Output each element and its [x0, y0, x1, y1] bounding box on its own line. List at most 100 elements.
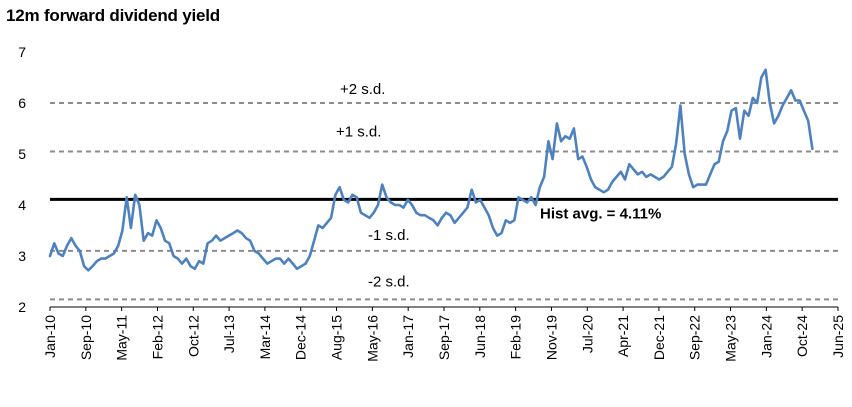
- data-point: [709, 174, 711, 176]
- data-point: [744, 110, 746, 112]
- data-point: [641, 171, 643, 173]
- data-point: [654, 176, 656, 178]
- data-point: [778, 115, 780, 117]
- data-point: [318, 225, 320, 227]
- data-point: [390, 202, 392, 204]
- data-point: [173, 255, 175, 257]
- data-point: [75, 245, 77, 247]
- x-tick-label: Feb-19: [508, 315, 524, 360]
- data-point: [224, 237, 226, 239]
- data-point: [650, 174, 652, 176]
- data-point: [739, 138, 741, 140]
- data-point: [688, 174, 690, 176]
- series-layer: [48, 68, 814, 272]
- data-point: [663, 176, 665, 178]
- data-point: [735, 107, 737, 109]
- data-point: [582, 156, 584, 158]
- data-point: [428, 217, 430, 219]
- x-tick-label: Apr-21: [615, 315, 631, 357]
- data-point: [151, 235, 153, 237]
- data-point: [271, 260, 273, 262]
- data-point: [458, 217, 460, 219]
- data-point: [526, 202, 528, 204]
- data-point: [658, 179, 660, 181]
- data-point: [109, 255, 111, 257]
- data-point: [139, 204, 141, 206]
- data-point: [322, 227, 324, 229]
- y-tick-label: 2: [18, 299, 26, 315]
- data-point: [594, 186, 596, 188]
- data-point: [543, 176, 545, 178]
- x-tick-label: Dec-14: [293, 315, 309, 360]
- data-point: [573, 128, 575, 130]
- data-point: [126, 197, 128, 199]
- data-point: [381, 184, 383, 186]
- data-point: [249, 240, 251, 242]
- data-point: [134, 194, 136, 196]
- data-point: [454, 222, 456, 224]
- data-point: [369, 217, 371, 219]
- data-point: [803, 110, 805, 112]
- data-point: [190, 265, 192, 267]
- data-point: [416, 212, 418, 214]
- data-point: [501, 232, 503, 234]
- data-point: [186, 258, 188, 260]
- data-point: [177, 258, 179, 260]
- data-point: [765, 69, 767, 71]
- reference-label-0: +2 s.d.: [340, 81, 385, 98]
- data-point: [194, 268, 196, 270]
- data-point: [756, 102, 758, 104]
- y-tick-label: 5: [18, 146, 26, 162]
- x-tick-label: May-23: [723, 315, 739, 362]
- data-point: [49, 255, 51, 257]
- data-point: [373, 212, 375, 214]
- data-point: [518, 197, 520, 199]
- data-point: [309, 255, 311, 257]
- x-tick-label: Jan-10: [42, 315, 58, 358]
- data-point: [437, 225, 439, 227]
- data-point: [773, 123, 775, 125]
- x-tick-label: Jun-18: [472, 315, 488, 358]
- data-point: [680, 105, 682, 107]
- x-tick-label: Mar-14: [257, 315, 273, 360]
- axes: [49, 306, 839, 311]
- data-point: [646, 176, 648, 178]
- y-tick-label: 3: [18, 248, 26, 264]
- data-point: [279, 258, 281, 260]
- data-point: [313, 240, 315, 242]
- data-point: [105, 258, 107, 260]
- data-point: [241, 232, 243, 234]
- data-point: [339, 186, 341, 188]
- data-point: [637, 174, 639, 176]
- data-point: [147, 232, 149, 234]
- data-point: [548, 141, 550, 143]
- reference-label-1: +1 s.d.: [336, 123, 381, 140]
- data-point: [207, 243, 209, 245]
- data-point: [577, 158, 579, 160]
- data-point: [288, 258, 290, 260]
- data-point: [407, 199, 409, 201]
- x-tick-label: Sep-17: [436, 315, 452, 360]
- data-point: [467, 207, 469, 209]
- data-point: [433, 220, 435, 222]
- data-point: [377, 204, 379, 206]
- data-point: [795, 100, 797, 102]
- data-point: [479, 199, 481, 201]
- data-point: [782, 105, 784, 107]
- data-point: [552, 158, 554, 160]
- data-point: [169, 243, 171, 245]
- data-point: [296, 268, 298, 270]
- data-point: [232, 232, 234, 234]
- x-tick-label: Sep-22: [687, 315, 703, 360]
- data-point: [386, 197, 388, 199]
- data-point: [220, 240, 222, 242]
- data-point: [496, 235, 498, 237]
- reference-lines: [50, 102, 838, 301]
- data-point: [54, 243, 56, 245]
- data-point: [203, 263, 205, 265]
- data-point: [611, 181, 613, 183]
- data-point: [156, 220, 158, 222]
- data-point: [569, 138, 571, 140]
- x-tick-label: May-16: [364, 315, 380, 362]
- data-point: [769, 102, 771, 104]
